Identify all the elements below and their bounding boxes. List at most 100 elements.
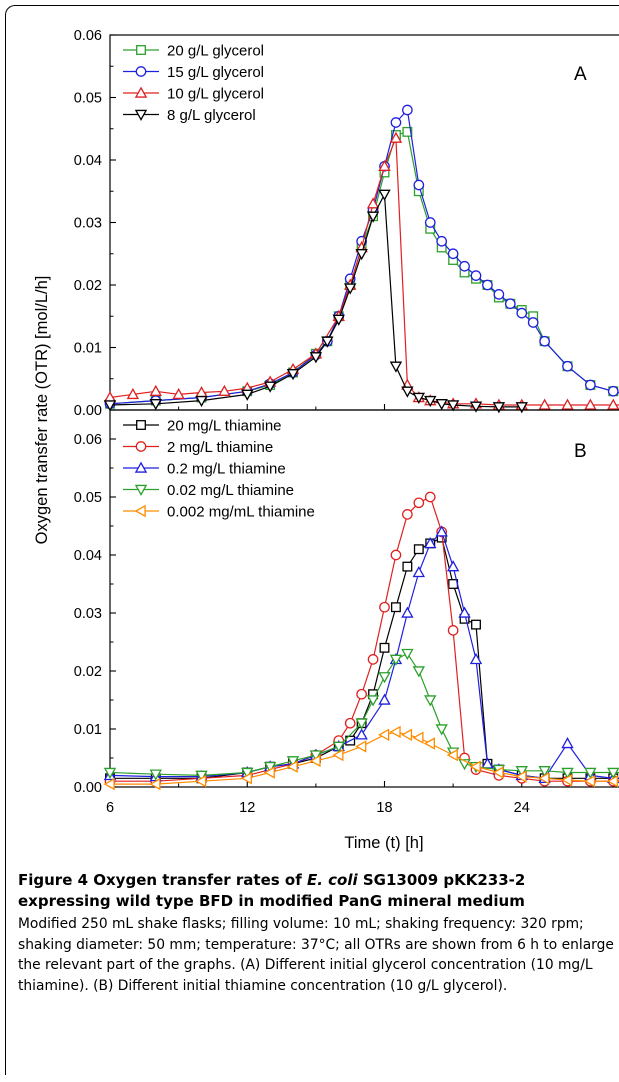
- panel-a-series-4-point: [286, 369, 300, 381]
- panel-b-series-2-point: [367, 654, 379, 665]
- panel-b-legend-label: 2 mg/L thiamine: [167, 439, 273, 456]
- panel-a-legend-label: 20 g/L glycerol: [167, 43, 264, 60]
- panel-a-series-2-point: [607, 385, 619, 397]
- panel-a-series-4-point: [378, 189, 391, 201]
- panel-a-label: A: [574, 64, 587, 85]
- panel-a-series-3-point: [366, 197, 380, 209]
- panel-b-series-4-point: [401, 648, 414, 661]
- panel-b-series-1-point: [471, 619, 481, 630]
- panel-a-series-2-point: [504, 298, 516, 310]
- panel-b-legend-marker: [136, 420, 146, 430]
- panel-a-series-4-point: [332, 314, 345, 326]
- panel-a-series-3-point: [561, 398, 574, 410]
- panel-b-series-3-point: [412, 565, 426, 578]
- panel-b-legend-label: 0.02 mg/L thiamine: [167, 482, 294, 499]
- panel-b-series-5-point: [103, 777, 115, 791]
- panel-a-ytick-label: 0.01: [74, 341, 102, 357]
- panel-b-series-4-point: [607, 767, 619, 779]
- panel-b-series-5-point: [240, 772, 252, 785]
- panel-a-series-3-point: [172, 387, 185, 400]
- panel-a-series-2-point: [424, 217, 436, 228]
- panel-b-series-4-point: [149, 769, 162, 781]
- panel-b-series-4-point: [538, 766, 551, 778]
- panel-a-series-3-point: [607, 398, 619, 410]
- panel-b-series-4-point: [378, 672, 391, 684]
- panel-b-series-4-point: [515, 766, 528, 778]
- panel-b-series-5-point: [286, 760, 298, 773]
- panel-a-series-2-point: [447, 248, 459, 260]
- panel-a-series-2-point: [585, 379, 596, 391]
- panel-b-series-1-point: [390, 602, 401, 613]
- panel-b-series-3-point: [378, 693, 391, 705]
- panel-a-series-4-point: [149, 399, 162, 411]
- panel-a-series-2-point: [482, 279, 493, 291]
- otr-chart: 0.00 0.01 0.02 0.03 0.04 0.05 0.06 A 20 g/L glyc…: [33, 28, 619, 852]
- panel-b-series-4-point: [241, 767, 254, 779]
- panel-a-series-2-point: [413, 179, 425, 191]
- panel-b-series-3-point: [435, 525, 448, 537]
- panel-b-series-5-point: [583, 774, 596, 788]
- panel-b-series-5-point: [149, 777, 161, 791]
- panel-a-legend-label: 8 g/L glycerol: [167, 107, 256, 124]
- panel-a-series-2-point: [493, 289, 505, 300]
- panel-b-legend-label: 0.002 mg/mL thiamine: [167, 504, 315, 521]
- panel-b-legend-marker: [134, 504, 146, 518]
- panel-b-series-3-point: [561, 737, 574, 749]
- panel-b-ytick-label: 0.02: [74, 664, 102, 680]
- panel-a-series-4-point: [446, 400, 460, 412]
- figure-frame: [5, 5, 619, 1075]
- panel-a-series-4-point: [263, 381, 277, 393]
- panel-b-series-5-point: [412, 731, 424, 744]
- panel-a-legend-marker: [134, 109, 148, 121]
- panel-b-ytick-label: 0.01: [74, 722, 102, 738]
- figure-caption: Figure 4 Oxygen transfer rates of E. col…: [18, 870, 618, 996]
- panel-a-series-4-point: [389, 361, 403, 373]
- panel-a-series-2-point: [562, 360, 573, 372]
- panel-b-series-4-point: [332, 741, 345, 753]
- panel-b-series-3-point: [458, 606, 471, 618]
- panel-b-series-4-point: [424, 695, 437, 707]
- panel-b-series-5-point: [446, 748, 458, 762]
- panel-b-legend-label: 20 mg/L thiamine: [167, 418, 282, 435]
- panel-b-series-5-point: [355, 740, 367, 753]
- panel-b-series-2-point: [424, 491, 436, 503]
- panel-a-series-4-point: [469, 401, 483, 413]
- panel-b-series-5-point: [309, 754, 321, 768]
- caption-title: Figure 4 Oxygen transfer rates of E. col…: [18, 871, 526, 910]
- panel-a-series-4-point: [366, 211, 380, 223]
- panel-b-series-2-point: [356, 688, 367, 700]
- panel-b-series-5-point: [195, 774, 207, 788]
- x-tick-label: 6: [106, 800, 114, 816]
- panel-a-series-4-point: [343, 283, 357, 295]
- panel-b-series-2-point: [344, 717, 356, 729]
- panel-b-series-5-point: [515, 770, 527, 783]
- panel-a-series-3-point: [389, 131, 403, 143]
- panel-b-label: B: [574, 441, 587, 462]
- panel-b-series-2-point: [379, 601, 390, 613]
- panel-a-series-2-point: [516, 307, 528, 319]
- panel-b-legend-label: 0.2 mg/L thiamine: [167, 461, 286, 478]
- panel-b-series-1-point: [379, 642, 390, 653]
- panel-a-legend-label: 15 g/L glycerol: [167, 64, 264, 81]
- panel-a-series-3-point: [538, 398, 551, 410]
- panel-a-legend-marker: [135, 66, 147, 77]
- panel-a-series-4-point: [424, 395, 437, 408]
- panel-a-series-3-point: [126, 387, 140, 400]
- panel-b-series-4-point: [412, 666, 426, 678]
- panel-a-legend-marker: [136, 45, 146, 55]
- panel-a-ytick-label: 0.04: [74, 153, 102, 169]
- panel-b-series-2-point: [413, 497, 425, 509]
- panel-b-series-5-point: [423, 737, 435, 750]
- panel-b-series-1-point: [402, 561, 413, 572]
- panel-a-ytick-label: 0.06: [74, 28, 102, 44]
- x-tick-label: 12: [239, 800, 255, 816]
- panel-b-series-5-point: [469, 760, 481, 773]
- panel-a-series-4-point: [195, 395, 208, 408]
- panel-a-series-4-point: [412, 392, 426, 404]
- x-axis-label: Time (t) [h]: [344, 834, 423, 852]
- panel-b-legend-marker: [135, 441, 147, 452]
- panel-b-series-5-point: [389, 725, 401, 739]
- panel-b-legend-marker: [134, 484, 148, 496]
- panel-a-series-1-line: [109, 131, 619, 405]
- panel-a-series-3-line: [109, 137, 619, 406]
